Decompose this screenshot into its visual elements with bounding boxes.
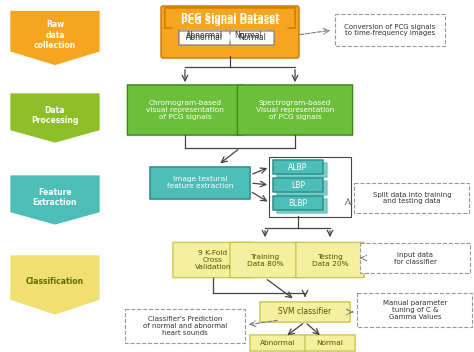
FancyBboxPatch shape	[277, 199, 327, 213]
Text: Spectrogram-based
Visual representation
of PCG signals: Spectrogram-based Visual representation …	[256, 100, 334, 120]
Text: Data
Processing: Data Processing	[31, 106, 79, 125]
Text: Manual parameter
tuning of C &
Gamma Values: Manual parameter tuning of C & Gamma Val…	[383, 300, 447, 320]
FancyBboxPatch shape	[305, 335, 355, 351]
FancyBboxPatch shape	[357, 293, 473, 327]
Text: Classification: Classification	[26, 277, 84, 287]
Text: Normal: Normal	[234, 31, 262, 40]
Text: Abnormal: Abnormal	[186, 31, 224, 40]
Polygon shape	[10, 93, 100, 143]
Text: Normal: Normal	[238, 33, 266, 43]
Text: PCG Signal Dataset: PCG Signal Dataset	[181, 13, 279, 23]
FancyBboxPatch shape	[360, 243, 470, 273]
FancyBboxPatch shape	[335, 14, 445, 46]
FancyBboxPatch shape	[165, 8, 295, 28]
FancyBboxPatch shape	[230, 243, 300, 278]
FancyBboxPatch shape	[250, 335, 306, 351]
FancyBboxPatch shape	[355, 183, 470, 213]
Text: Abnormal: Abnormal	[260, 340, 296, 346]
Text: Chromogram-based
visual representation
of PCG signals: Chromogram-based visual representation o…	[146, 100, 224, 120]
Text: Split data into training
and testing data: Split data into training and testing dat…	[373, 191, 451, 205]
Polygon shape	[10, 175, 100, 225]
Text: Input data
for classifier: Input data for classifier	[393, 251, 437, 264]
Text: Normal: Normal	[317, 340, 344, 346]
FancyBboxPatch shape	[277, 163, 327, 177]
Text: SVM classifier: SVM classifier	[278, 308, 332, 316]
Text: Testing
Data 20%: Testing Data 20%	[312, 253, 348, 266]
FancyBboxPatch shape	[273, 196, 323, 210]
FancyBboxPatch shape	[230, 31, 274, 45]
Polygon shape	[10, 11, 100, 65]
FancyBboxPatch shape	[173, 14, 288, 30]
FancyBboxPatch shape	[179, 29, 231, 43]
FancyBboxPatch shape	[296, 243, 364, 278]
Text: +: +	[226, 33, 234, 43]
FancyBboxPatch shape	[125, 309, 245, 343]
Text: Classifier's Prediction
of normal and abnormal
heart sounds: Classifier's Prediction of normal and ab…	[143, 316, 227, 336]
FancyBboxPatch shape	[161, 6, 299, 58]
FancyBboxPatch shape	[237, 85, 353, 135]
Text: ALBP: ALBP	[288, 163, 308, 171]
FancyBboxPatch shape	[173, 243, 253, 278]
FancyBboxPatch shape	[226, 29, 270, 43]
Polygon shape	[10, 255, 100, 315]
Text: BLBP: BLBP	[289, 199, 308, 207]
Text: Image textural
feature extraction: Image textural feature extraction	[167, 176, 233, 189]
Text: Conversion of PCG signals
to time-frequency images: Conversion of PCG signals to time-freque…	[345, 24, 436, 37]
FancyBboxPatch shape	[277, 181, 327, 195]
FancyBboxPatch shape	[273, 160, 323, 174]
FancyBboxPatch shape	[273, 178, 323, 192]
Text: 9 K-Fold
Cross
Validation: 9 K-Fold Cross Validation	[195, 250, 231, 270]
Text: +: +	[223, 31, 231, 41]
FancyBboxPatch shape	[260, 302, 350, 322]
Text: LBP: LBP	[291, 181, 305, 189]
FancyBboxPatch shape	[150, 167, 250, 199]
FancyBboxPatch shape	[179, 31, 231, 45]
Text: Abnormal: Abnormal	[186, 33, 224, 43]
FancyBboxPatch shape	[128, 85, 243, 135]
Text: PCG Signal Dataset: PCG Signal Dataset	[181, 18, 279, 26]
Text: Feature
Extraction: Feature Extraction	[33, 188, 77, 207]
Text: Training
Data 80%: Training Data 80%	[246, 253, 283, 266]
Text: Raw
data
collection: Raw data collection	[34, 20, 76, 50]
